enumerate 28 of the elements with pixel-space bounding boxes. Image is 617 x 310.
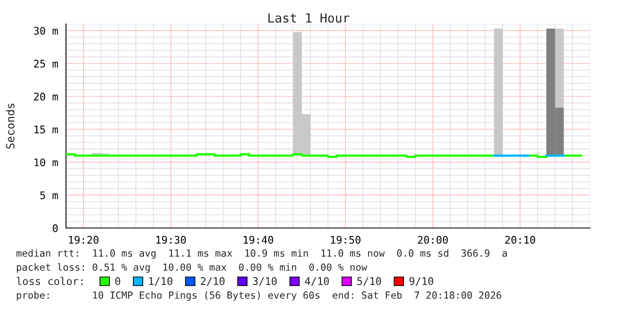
y-tick-label: 20 m [34,92,58,101]
x-tick-label: 20:10 [505,236,536,244]
legend-label: 2/10 [200,277,225,286]
text: packet loss: 0.51 % avg 10.00 % max 0.00 % min 0.00 % now [16,263,368,273]
legend-title: loss color: [16,276,82,286]
legend-label: 1/10 [149,277,172,286]
y-axis-title: Seconds [6,104,14,149]
legend-label: 0 [115,277,120,286]
bar [494,28,503,156]
text: probe: 10 ICMP Echo Pings (56 Bytes) every 60s end: Sat Feb 7 20:18:00 2026 [16,291,502,301]
x-tick-label: 19:40 [244,236,274,244]
legend-label: 5/10 [357,277,382,286]
legend-label: 9/10 [409,277,434,286]
y-tick-label: 30 m [34,26,58,35]
x-tick-label: 19:30 [156,236,186,244]
y-tick-label: 5 m [40,191,58,200]
y-tick-label: 15 m [34,126,58,134]
y-tick-label: 25 m [34,60,58,68]
y-tick-label: 0 [52,224,58,232]
x-tick-label: 19:20 [69,236,98,244]
bar [555,28,564,108]
x-tick-label: 19:50 [331,236,360,244]
x-tick-label: 20:00 [418,236,448,244]
legend-label: 4/10 [304,277,329,286]
y-tick-label: 10 m [34,158,58,166]
legend-label: 3/10 [252,277,277,286]
text: median rtt: 11.0 ms avg 11.1 ms max 10.9 ms min 11.0 ms now 0.0 ms sd 366.9 a [16,249,507,259]
chart-title: Last 1 Hour [268,13,350,23]
